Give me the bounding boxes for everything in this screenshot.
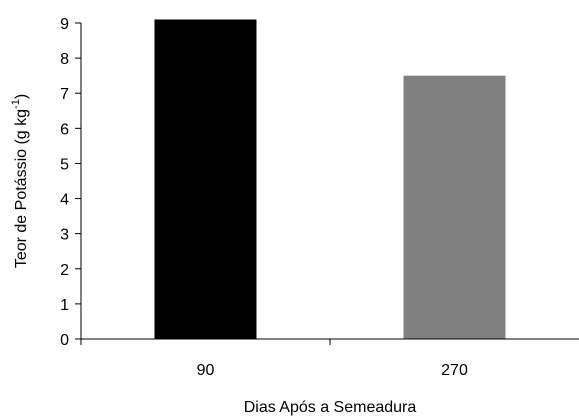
y-tick-label: 3 <box>60 227 69 244</box>
bars-group <box>154 19 506 340</box>
x-ticks-group: 90 270 <box>80 339 468 379</box>
y-tick-label: 6 <box>60 121 69 138</box>
y-tick-label: 1 <box>60 297 69 314</box>
y-axis-title-main: Teor de Potássio (g kg <box>13 109 30 268</box>
bar-270 <box>403 75 506 340</box>
x-tick-label: 90 <box>197 362 215 379</box>
y-tick-label: 4 <box>60 192 69 209</box>
y-axis-title-close: ) <box>13 94 30 99</box>
y-tick-label: 7 <box>60 86 69 103</box>
y-tick-label: 9 <box>60 16 69 33</box>
y-tick-label: 8 <box>60 51 69 68</box>
y-tick-label: 0 <box>60 332 69 349</box>
x-axis-title: Dias Após a Semeadura <box>244 399 417 416</box>
x-tick-label: 270 <box>441 362 468 379</box>
y-tick-label: 5 <box>60 156 69 173</box>
bar-90 <box>154 19 257 339</box>
y-axis-title: Teor de Potássio (g kg-1) <box>10 94 30 268</box>
y-ticks-group: 0 1 2 3 4 5 6 7 8 9 <box>60 16 81 349</box>
y-axis-title-superscript: -1 <box>10 99 22 109</box>
y-tick-label: 2 <box>60 262 69 279</box>
